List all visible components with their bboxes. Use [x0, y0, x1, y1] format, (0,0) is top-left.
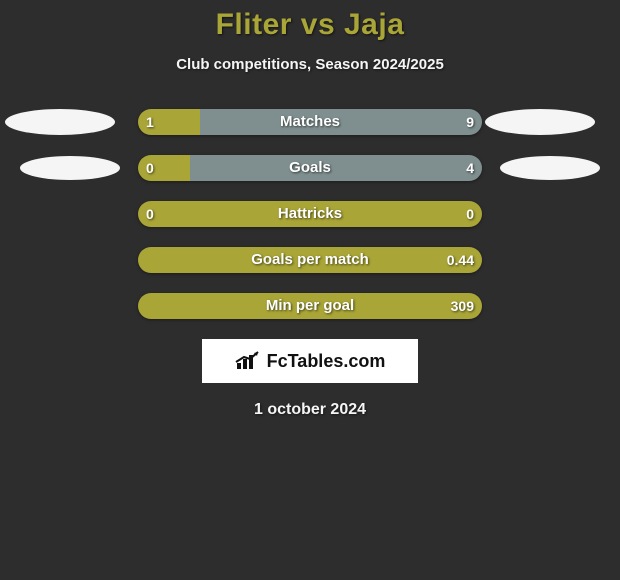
stat-value-right: 309 — [451, 293, 474, 319]
stat-value-left: 0 — [146, 155, 154, 181]
infographic-container: Fliter vs Jaja Club competitions, Season… — [0, 0, 620, 419]
stat-value-right: 4 — [466, 155, 474, 181]
team-marker-right — [485, 109, 595, 135]
bar-left-fill — [138, 201, 482, 227]
stat-row: 0 Hattricks 0 — [0, 201, 620, 227]
page-subtitle: Club competitions, Season 2024/2025 — [0, 56, 620, 73]
bar-track: Min per goal 309 — [138, 293, 482, 319]
source-logo-text: FcTables.com — [267, 351, 386, 372]
team-marker-left — [5, 109, 115, 135]
bar-right-fill — [200, 109, 482, 135]
bar-left-fill — [138, 293, 482, 319]
comparison-chart: 1 Matches 9 0 Goals 4 0 Hat — [0, 109, 620, 319]
bar-track: Goals per match 0.44 — [138, 247, 482, 273]
bar-track: 0 Goals 4 — [138, 155, 482, 181]
bar-right-fill — [190, 155, 482, 181]
stat-value-right: 0 — [466, 201, 474, 227]
bar-track: 0 Hattricks 0 — [138, 201, 482, 227]
stat-row: Min per goal 309 — [0, 293, 620, 319]
stat-row: 1 Matches 9 — [0, 109, 620, 135]
stat-value-left: 1 — [146, 109, 154, 135]
stat-row: 0 Goals 4 — [0, 155, 620, 181]
snapshot-date: 1 october 2024 — [0, 401, 620, 419]
stat-row: Goals per match 0.44 — [0, 247, 620, 273]
stat-value-right: 0.44 — [447, 247, 474, 273]
bar-left-fill — [138, 247, 482, 273]
source-logo: FcTables.com — [202, 339, 418, 383]
bar-chart-icon — [235, 351, 261, 371]
bar-track: 1 Matches 9 — [138, 109, 482, 135]
stat-value-right: 9 — [466, 109, 474, 135]
team-marker-right — [500, 156, 600, 180]
page-title: Fliter vs Jaja — [0, 8, 620, 42]
stat-value-left: 0 — [146, 201, 154, 227]
team-marker-left — [20, 156, 120, 180]
